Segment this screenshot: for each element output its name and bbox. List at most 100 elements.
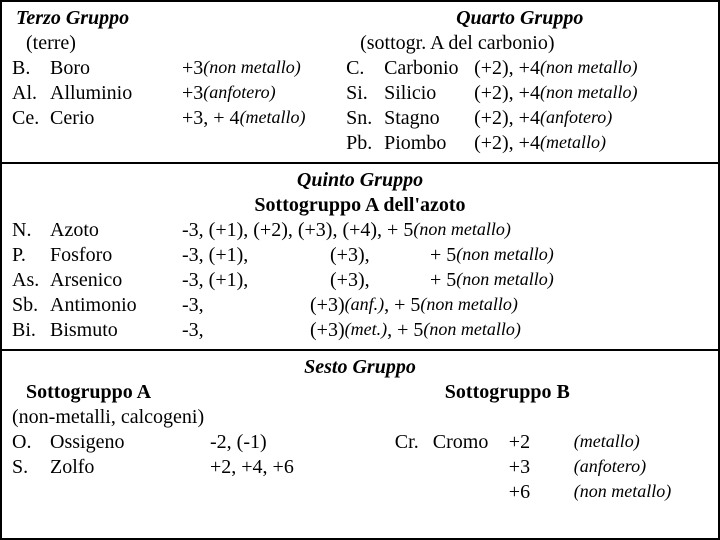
element-name: Arsenico xyxy=(50,268,182,293)
element-row: Sn.Stagno(+2), +4 (anfotero) xyxy=(346,106,708,131)
element-name: Ossigeno xyxy=(50,430,210,455)
oxidation: +3, + 4 xyxy=(182,106,240,131)
element-row: Cr.Cromo+2 (metallo) xyxy=(395,430,708,455)
element-symbol: Si. xyxy=(346,81,384,106)
element-row: As.Arsenico-3, (+1),(+3),+ 5 (non metall… xyxy=(12,268,708,293)
oxidation: -3, (+1), (+2), (+3), (+4), + 5 xyxy=(182,218,413,243)
element-name: Carbonio xyxy=(384,56,474,81)
sesto-sub-b-title: Sottogruppo B xyxy=(395,380,708,405)
element-name xyxy=(433,455,509,480)
element-row: P.Fosforo-3, (+1),(+3),+ 5 (non metallo) xyxy=(12,243,708,268)
oxidation: +6 xyxy=(509,480,574,505)
element-symbol: Bi. xyxy=(12,318,50,343)
oxidation: (+3) xyxy=(310,318,345,343)
element-note: (metallo) xyxy=(574,430,640,455)
oxidation: , + 5 xyxy=(384,293,420,318)
element-symbol: S. xyxy=(12,455,50,480)
oxidation-note: (met.) xyxy=(345,318,387,343)
quinto-title: Quinto Gruppo xyxy=(12,168,708,193)
element-note: (anfotero) xyxy=(574,455,646,480)
element-symbol: N. xyxy=(12,218,50,243)
element-symbol: O. xyxy=(12,430,50,455)
element-row: Sb.Antimonio-3,(+3) (anf.) , + 5 (non me… xyxy=(12,293,708,318)
element-row: Pb.Piombo(+2), +4 (metallo) xyxy=(346,131,708,156)
element-note: (non metallo) xyxy=(456,243,553,268)
oxidation: +3 xyxy=(182,56,203,81)
sesto-sub-a-title: Sottogruppo A xyxy=(12,380,395,405)
oxidation: , + 5 xyxy=(387,318,423,343)
element-symbol: C. xyxy=(346,56,384,81)
element-symbol: B. xyxy=(12,56,50,81)
element-name: Fosforo xyxy=(50,243,182,268)
element-name: Piombo xyxy=(384,131,474,156)
element-name: Azoto xyxy=(50,218,182,243)
oxidation: -3, xyxy=(182,293,310,318)
oxidation: (+3) xyxy=(310,293,345,318)
element-symbol: Cr. xyxy=(395,430,433,455)
element-symbol: As. xyxy=(12,268,50,293)
quinto-subtitle: Sottogruppo A dell'azoto xyxy=(12,193,708,218)
oxidation: (+2), +4 xyxy=(474,106,540,131)
element-note: (non metallo) xyxy=(423,318,520,343)
element-name: Zolfo xyxy=(50,455,210,480)
element-name: Cromo xyxy=(433,430,509,455)
element-note: (anfotero) xyxy=(540,106,612,131)
oxidation: (+3), xyxy=(330,268,430,293)
element-symbol: Al. xyxy=(12,81,50,106)
element-row: +6 (non metallo) xyxy=(395,480,708,505)
element-name: Cerio xyxy=(50,106,182,131)
element-symbol: P. xyxy=(12,243,50,268)
terzo-subtitle: (terre) xyxy=(12,31,346,56)
element-symbol: Sn. xyxy=(346,106,384,131)
element-note: (anfotero) xyxy=(203,81,275,106)
oxidation: -2, (-1) xyxy=(210,430,267,455)
element-name xyxy=(433,480,509,505)
quarto-gruppo-col: Quarto Gruppo (sottogr. A del carbonio) … xyxy=(346,6,708,156)
element-symbol xyxy=(395,480,433,505)
oxidation: +3 xyxy=(182,81,203,106)
oxidation: +2 xyxy=(509,430,574,455)
oxidation: + 5 xyxy=(430,243,456,268)
sesto-title: Sesto Gruppo xyxy=(12,355,708,380)
element-name: Bismuto xyxy=(50,318,182,343)
sesto-sub-a-col: Sottogruppo A (non-metalli, calcogeni) O… xyxy=(12,380,395,505)
element-row: S.Zolfo+2, +4, +6 xyxy=(12,455,395,480)
element-symbol: Pb. xyxy=(346,131,384,156)
element-row: Bi.Bismuto-3,(+3) (met.) , + 5 (non meta… xyxy=(12,318,708,343)
element-note: (metallo) xyxy=(240,106,306,131)
oxidation: +3 xyxy=(509,455,574,480)
element-name: Boro xyxy=(50,56,182,81)
element-name: Antimonio xyxy=(50,293,182,318)
element-note: (non metallo) xyxy=(574,480,671,505)
element-row: Ce.Cerio+3, + 4 (metallo) xyxy=(12,106,346,131)
quarto-subtitle: (sottogr. A del carbonio) xyxy=(346,31,708,56)
element-row: B.Boro+3 (non metallo) xyxy=(12,56,346,81)
element-note: (non metallo) xyxy=(413,218,510,243)
element-note: (non metallo) xyxy=(420,293,517,318)
oxidation: (+2), +4 xyxy=(474,81,540,106)
element-symbol xyxy=(395,455,433,480)
element-row: +3 (anfotero) xyxy=(395,455,708,480)
oxidation: (+2), +4 xyxy=(474,56,540,81)
element-row: Si.Silicio(+2), +4 (non metallo) xyxy=(346,81,708,106)
section-group-6: Sesto Gruppo Sottogruppo A (non-metalli,… xyxy=(2,351,718,511)
oxidation: + 5 xyxy=(430,268,456,293)
terzo-gruppo-col: Terzo Gruppo (terre) B.Boro+3 (non metal… xyxy=(12,6,346,156)
section-group-5: Quinto Gruppo Sottogruppo A dell'azoto N… xyxy=(2,164,718,351)
element-symbol: Ce. xyxy=(12,106,50,131)
oxidation: +2, +4, +6 xyxy=(210,455,294,480)
quarto-title: Quarto Gruppo xyxy=(346,6,708,31)
element-note: (non metallo) xyxy=(540,56,637,81)
terzo-title: Terzo Gruppo xyxy=(12,6,346,31)
sesto-sub-b-col: Sottogruppo B Cr.Cromo+2 (metallo)+3 (an… xyxy=(395,380,708,505)
element-name: Stagno xyxy=(384,106,474,131)
element-name: Silicio xyxy=(384,81,474,106)
section-groups-3-4: Terzo Gruppo (terre) B.Boro+3 (non metal… xyxy=(2,2,718,164)
sesto-sub-a-note: (non-metalli, calcogeni) xyxy=(12,405,395,430)
element-name: Alluminio xyxy=(50,81,182,106)
oxidation: -3, xyxy=(182,318,310,343)
element-symbol: Sb. xyxy=(12,293,50,318)
element-note: (non metallo) xyxy=(540,81,637,106)
element-note: (non metallo) xyxy=(203,56,300,81)
oxidation: (+3), xyxy=(330,243,430,268)
